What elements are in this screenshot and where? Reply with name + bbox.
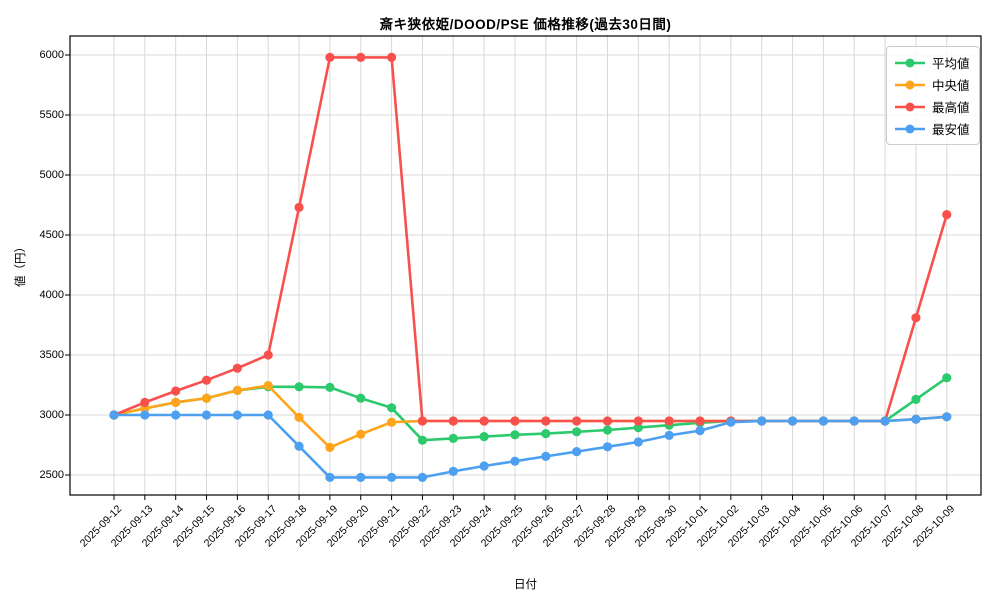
chart-title: 斎キ狭依姫/DOOD/PSE 価格推移(過去30日間) [379, 17, 672, 32]
data-point-最安値 [787, 416, 798, 426]
data-point-最高値 [695, 416, 705, 426]
data-point-平均値 [541, 429, 551, 439]
data-point-最安値 [448, 466, 458, 476]
y-tick-label: 3000 [39, 408, 64, 421]
data-point-最安値 [417, 472, 428, 482]
data-point-最安値 [942, 412, 952, 422]
data-point-最高値 [232, 363, 242, 373]
y-tick-label: 4500 [39, 228, 64, 241]
data-point-最安値 [664, 430, 674, 440]
data-point-最安値 [171, 410, 181, 420]
data-point-平均値 [911, 394, 921, 404]
data-point-最高値 [541, 416, 551, 426]
data-point-最高値 [510, 416, 520, 426]
data-point-最高値 [171, 386, 181, 396]
data-point-平均値 [356, 393, 366, 403]
x-axis-label: 日付 [514, 579, 537, 591]
data-point-最高値 [386, 52, 397, 63]
data-point-最安値 [818, 416, 828, 426]
legend-label: 最安値 [932, 123, 970, 137]
y-axis-label: 値（円） [15, 241, 27, 287]
data-point-最高値 [417, 416, 428, 426]
data-point-最高値 [911, 313, 921, 323]
data-point-最安値 [695, 426, 705, 436]
plot-border [69, 35, 982, 496]
legend-label: 最高値 [932, 101, 970, 115]
data-point-最高値 [942, 210, 952, 220]
data-point-最安値 [263, 410, 273, 420]
legend-item: 平均値 [895, 53, 970, 72]
legend-marker-icon [895, 58, 925, 67]
data-point-平均値 [572, 427, 582, 437]
data-point-中央値 [325, 442, 335, 452]
data-point-中央値 [386, 417, 397, 427]
data-point-最安値 [109, 410, 119, 420]
series-line-最安値 [114, 413, 947, 479]
data-point-最安値 [325, 472, 335, 482]
y-tick-label: 5000 [39, 168, 64, 181]
data-point-平均値 [325, 382, 335, 392]
data-point-最安値 [510, 456, 520, 466]
data-point-最安値 [726, 417, 736, 427]
data-point-中央値 [232, 385, 242, 395]
data-point-平均値 [479, 432, 489, 442]
data-point-平均値 [386, 403, 397, 413]
legend-item: 最高値 [895, 97, 970, 116]
data-point-平均値 [510, 430, 520, 440]
data-point-最安値 [880, 416, 890, 426]
legend-item: 中央値 [895, 75, 970, 94]
data-point-最高値 [572, 416, 582, 426]
legend-label: 中央値 [932, 79, 970, 93]
data-point-平均値 [448, 433, 458, 443]
legend-label: 平均値 [932, 57, 970, 71]
data-point-最安値 [232, 410, 242, 420]
legend-marker-icon [895, 102, 925, 111]
y-tick-label: 2500 [39, 468, 64, 481]
data-point-最高値 [664, 416, 674, 426]
data-point-最安値 [386, 472, 397, 482]
data-point-最安値 [541, 451, 551, 461]
data-point-平均値 [602, 425, 613, 435]
data-point-平均値 [294, 382, 304, 392]
data-point-最高値 [325, 52, 335, 63]
data-point-最高値 [633, 416, 643, 426]
data-point-中央値 [356, 429, 366, 439]
y-tick-label: 6000 [39, 48, 64, 61]
data-point-最高値 [448, 416, 458, 426]
y-tick-label: 5500 [39, 108, 64, 121]
data-point-最安値 [602, 442, 613, 452]
data-point-最安値 [201, 410, 212, 420]
data-point-中央値 [294, 412, 304, 422]
legend-item: 最安値 [895, 119, 970, 138]
data-point-中央値 [171, 397, 181, 407]
data-point-最安値 [572, 447, 582, 457]
data-point-最安値 [633, 437, 643, 447]
data-point-平均値 [417, 435, 428, 445]
data-point-最高値 [356, 52, 366, 63]
data-point-最安値 [757, 416, 767, 426]
data-point-最高値 [201, 375, 212, 385]
y-tick-label: 4000 [39, 288, 64, 301]
data-point-最安値 [849, 416, 859, 426]
data-point-最安値 [911, 414, 921, 424]
y-tick-label: 3500 [39, 348, 64, 361]
data-point-平均値 [942, 373, 952, 383]
data-point-中央値 [263, 381, 273, 391]
data-point-最安値 [140, 410, 150, 420]
legend-marker-icon [895, 80, 925, 89]
data-point-中央値 [201, 393, 212, 403]
data-point-最安値 [479, 461, 489, 471]
data-point-最高値 [263, 350, 273, 360]
legend-box: 平均値中央値最高値最安値 [886, 46, 980, 145]
data-point-最高値 [294, 202, 304, 212]
data-point-平均値 [633, 423, 643, 433]
data-point-最高値 [140, 397, 150, 407]
data-point-最高値 [479, 416, 489, 426]
legend-marker-icon [895, 124, 925, 133]
data-point-最高値 [602, 416, 613, 426]
data-point-最安値 [356, 472, 366, 482]
data-point-最安値 [294, 441, 304, 451]
